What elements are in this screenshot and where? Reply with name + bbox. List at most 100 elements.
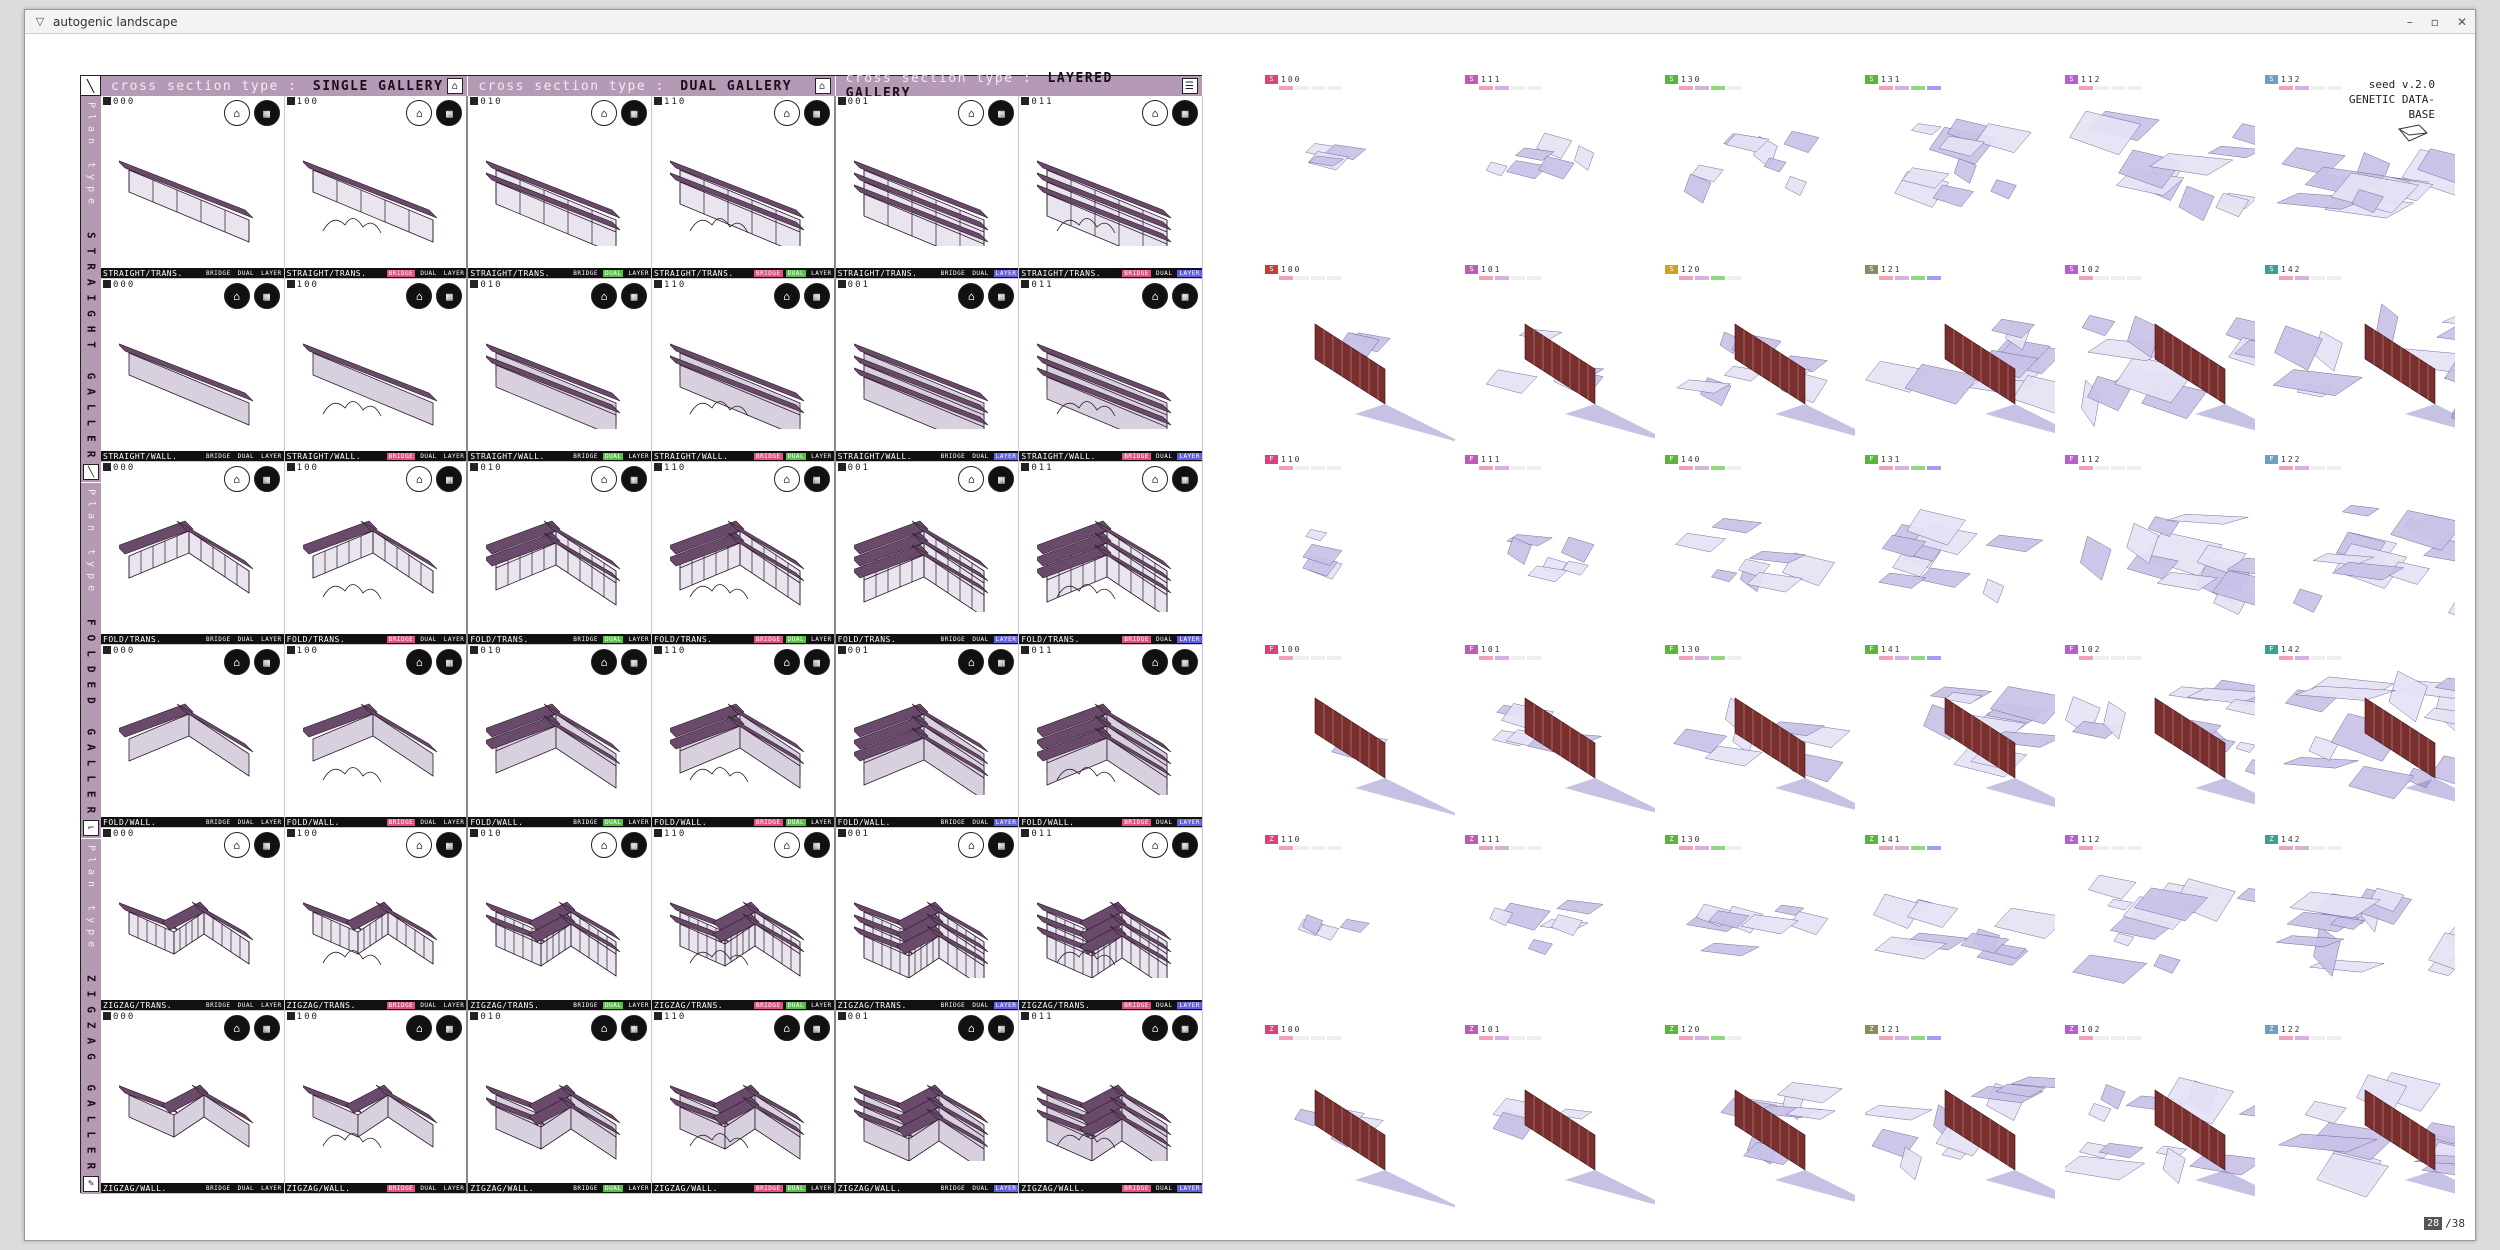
minimize-button[interactable]: – bbox=[2406, 14, 2413, 29]
catalog-cell[interactable]: 100 ⌂ ▦ ZIGZAG/TRANS. BRIDGE DUAL LAYER bbox=[284, 828, 469, 1011]
plan-type-name: FOLDED GALLERY bbox=[84, 619, 98, 839]
maximize-button[interactable]: ▫ bbox=[2430, 14, 2439, 29]
database-cell[interactable]: F 101 bbox=[1465, 645, 1655, 830]
catalog-cell[interactable]: 010 ⌂ ▦ ZIGZAG/TRANS. BRIDGE DUAL LAYER bbox=[468, 828, 652, 1011]
tag-dual: DUAL bbox=[1155, 818, 1173, 826]
catalog-cell[interactable]: 010 ⌂ ▦ STRAIGHT/WALL. BRIDGE DUAL LAYER bbox=[468, 279, 652, 462]
catalog-cell[interactable]: 100 ⌂ ▦ STRAIGHT/WALL. BRIDGE DUAL LAYER bbox=[284, 279, 469, 462]
catalog-cell[interactable]: 000 ⌂ ▦ ZIGZAG/WALL. BRIDGE DUAL LAYER bbox=[101, 1011, 285, 1194]
database-cell[interactable]: S 121 bbox=[1865, 265, 2055, 450]
catalog-cell[interactable]: 010 ⌂ ▦ FOLD/TRANS. BRIDGE DUAL LAYER bbox=[468, 462, 652, 645]
database-cell[interactable]: Z 120 bbox=[1665, 1025, 1855, 1210]
database-cell[interactable]: S 100 bbox=[1265, 75, 1455, 260]
tag-bridge: BRIDGE bbox=[1122, 452, 1151, 460]
database-cell[interactable]: Z 142 bbox=[2265, 835, 2455, 1020]
catalog-cell[interactable]: 010 ⌂ ▦ ZIGZAG/WALL. BRIDGE DUAL LAYER bbox=[468, 1011, 652, 1194]
database-cell[interactable]: S 101 bbox=[1465, 265, 1655, 450]
catalog-cell[interactable]: 110 ⌂ ▦ ZIGZAG/WALL. BRIDGE DUAL LAYER bbox=[652, 1011, 836, 1194]
catalog-cell[interactable]: 001 ⌂ ▦ STRAIGHT/TRANS. BRIDGE DUAL LAYER bbox=[835, 96, 1020, 279]
genome-swatch bbox=[1927, 656, 1941, 660]
database-cell[interactable]: F 100 bbox=[1265, 645, 1455, 830]
database-cell[interactable]: S 130 bbox=[1665, 75, 1855, 260]
database-cell[interactable]: Z 101 bbox=[1465, 1025, 1655, 1210]
catalog-cell[interactable]: 011 ⌂ ▦ FOLD/WALL. BRIDGE DUAL LAYER bbox=[1019, 645, 1203, 828]
database-cell[interactable]: F 111 bbox=[1465, 455, 1655, 640]
database-cell[interactable]: Z 130 bbox=[1665, 835, 1855, 1020]
database-cell[interactable]: Z 110 bbox=[1265, 835, 1455, 1020]
cell-badges: ⌂ ▦ bbox=[591, 466, 647, 492]
database-cell[interactable]: Z 100 bbox=[1265, 1025, 1455, 1210]
catalog-cell[interactable]: 001 ⌂ ▦ STRAIGHT/WALL. BRIDGE DUAL LAYER bbox=[835, 279, 1020, 462]
catalog-cell[interactable]: 110 ⌂ ▦ FOLD/WALL. BRIDGE DUAL LAYER bbox=[652, 645, 836, 828]
genome-swatches bbox=[1879, 1036, 2055, 1040]
database-cell[interactable]: F 130 bbox=[1665, 645, 1855, 830]
database-cell[interactable]: Z 121 bbox=[1865, 1025, 2055, 1210]
catalog-cell[interactable]: 011 ⌂ ▦ ZIGZAG/TRANS. BRIDGE DUAL LAYER bbox=[1019, 828, 1203, 1011]
catalog-cell[interactable]: 110 ⌂ ▦ ZIGZAG/TRANS. BRIDGE DUAL LAYER bbox=[652, 828, 836, 1011]
catalog-cell[interactable]: 110 ⌂ ▦ STRAIGHT/WALL. BRIDGE DUAL LAYER bbox=[652, 279, 836, 462]
catalog-cell[interactable]: 000 ⌂ ▦ FOLD/TRANS. BRIDGE DUAL LAYER bbox=[101, 462, 285, 645]
database-cell[interactable]: F 102 bbox=[2065, 645, 2255, 830]
catalog-cell[interactable]: 011 ⌂ ▦ FOLD/TRANS. BRIDGE DUAL LAYER bbox=[1019, 462, 1203, 645]
tag-layer: LAYER bbox=[1177, 818, 1202, 826]
genome-swatches bbox=[1679, 86, 1855, 90]
catalog-cell[interactable]: 000 ⌂ ▦ ZIGZAG/TRANS. BRIDGE DUAL LAYER bbox=[101, 828, 285, 1011]
database-cell[interactable]: F 112 bbox=[2065, 455, 2255, 640]
database-cell[interactable]: Z 111 bbox=[1465, 835, 1655, 1020]
database-cell[interactable]: S 131 bbox=[1865, 75, 2055, 260]
catalog-cell[interactable]: 001 ⌂ ▦ ZIGZAG/TRANS. BRIDGE DUAL LAYER bbox=[835, 828, 1020, 1011]
database-cell[interactable]: F 140 bbox=[1665, 455, 1855, 640]
genome-swatch bbox=[1495, 846, 1509, 850]
database-cell[interactable]: F 141 bbox=[1865, 645, 2055, 830]
database-cell[interactable]: F 131 bbox=[1865, 455, 2055, 640]
database-cell[interactable]: S 100 bbox=[1265, 265, 1455, 450]
genome-swatches bbox=[1279, 466, 1455, 470]
genome-code: 132 bbox=[2281, 75, 2302, 84]
database-cell[interactable]: S 132 bbox=[2265, 75, 2455, 260]
database-cell[interactable]: F 122 bbox=[2265, 455, 2455, 640]
database-cell[interactable]: S 120 bbox=[1665, 265, 1855, 450]
catalog-cell[interactable]: 000 ⌂ ▦ STRAIGHT/TRANS. BRIDGE DUAL LAYER bbox=[101, 96, 285, 279]
catalog-cell[interactable]: 010 ⌂ ▦ FOLD/WALL. BRIDGE DUAL LAYER bbox=[468, 645, 652, 828]
catalog-cell[interactable]: 100 ⌂ ▦ STRAIGHT/TRANS. BRIDGE DUAL LAYER bbox=[284, 96, 469, 279]
catalog-cell[interactable]: 001 ⌂ ▦ ZIGZAG/WALL. BRIDGE DUAL LAYER bbox=[835, 1011, 1020, 1194]
cell-badges: ⌂ ▦ bbox=[773, 649, 830, 675]
database-cell[interactable]: S 112 bbox=[2065, 75, 2255, 260]
database-cell[interactable]: S 102 bbox=[2065, 265, 2255, 450]
catalog-cell[interactable]: 001 ⌂ ▦ FOLD/WALL. BRIDGE DUAL LAYER bbox=[835, 645, 1020, 828]
database-cell[interactable]: F 142 bbox=[2265, 645, 2455, 830]
database-cell[interactable]: S 142 bbox=[2265, 265, 2455, 450]
cell-code: 010 bbox=[470, 97, 502, 107]
catalog-cell[interactable]: 000 ⌂ ▦ STRAIGHT/WALL. BRIDGE DUAL LAYER bbox=[101, 279, 285, 462]
close-button[interactable]: ✕ bbox=[2456, 14, 2467, 29]
database-cell[interactable]: F 110 bbox=[1265, 455, 1455, 640]
database-cell[interactable]: Z 122 bbox=[2265, 1025, 2455, 1210]
catalog-cell[interactable]: 100 ⌂ ▦ FOLD/TRANS. BRIDGE DUAL LAYER bbox=[284, 462, 469, 645]
genome-swatch bbox=[1679, 656, 1693, 660]
page-indicator[interactable]: 28 /38 bbox=[2424, 1217, 2465, 1230]
gallery-isometric-drawing bbox=[302, 901, 437, 966]
catalog-cell[interactable]: 100 ⌂ ▦ FOLD/WALL. BRIDGE DUAL LAYER bbox=[284, 645, 469, 828]
catalog-cell[interactable]: 110 ⌂ ▦ FOLD/TRANS. BRIDGE DUAL LAYER bbox=[652, 462, 836, 645]
catalog-cell[interactable]: 000 ⌂ ▦ FOLD/WALL. BRIDGE DUAL LAYER bbox=[101, 645, 285, 828]
genome-code: 101 bbox=[1481, 645, 1502, 654]
genome-swatches bbox=[2079, 276, 2255, 280]
cell-tags: BRIDGE DUAL LAYER bbox=[386, 818, 467, 826]
database-cell-header: Z 112 bbox=[2065, 835, 2255, 844]
tag-layer: LAYER bbox=[993, 1184, 1019, 1192]
catalog-cell[interactable]: 100 ⌂ ▦ ZIGZAG/WALL. BRIDGE DUAL LAYER bbox=[284, 1011, 469, 1194]
catalog-cell[interactable]: 110 ⌂ ▦ STRAIGHT/TRANS. BRIDGE DUAL LAYER bbox=[652, 96, 836, 279]
catalog-cell[interactable]: 010 ⌂ ▦ STRAIGHT/TRANS. BRIDGE DUAL LAYER bbox=[468, 96, 652, 279]
catalog-cell[interactable]: 001 ⌂ ▦ FOLD/TRANS. BRIDGE DUAL LAYER bbox=[835, 462, 1020, 645]
genome-code: 121 bbox=[1881, 265, 1902, 274]
database-cell[interactable]: Z 102 bbox=[2065, 1025, 2255, 1210]
database-cell[interactable]: Z 141 bbox=[1865, 835, 2055, 1020]
cell-label-bar: STRAIGHT/WALL. BRIDGE DUAL LAYER bbox=[835, 451, 1019, 461]
database-cell[interactable]: Z 112 bbox=[2065, 835, 2255, 1020]
catalog-cell[interactable]: 011 ⌂ ▦ ZIGZAG/WALL. BRIDGE DUAL LAYER bbox=[1019, 1011, 1203, 1194]
database-cell[interactable]: S 111 bbox=[1465, 75, 1655, 260]
catalog-cell[interactable]: 011 ⌂ ▦ STRAIGHT/WALL. BRIDGE DUAL LAYER bbox=[1019, 279, 1203, 462]
catalog-cell[interactable]: 011 ⌂ ▦ STRAIGHT/TRANS. BRIDGE DUAL LAYER bbox=[1019, 96, 1203, 279]
landscape-form-render bbox=[1923, 686, 2055, 808]
tag-bridge: BRIDGE bbox=[386, 1184, 416, 1192]
